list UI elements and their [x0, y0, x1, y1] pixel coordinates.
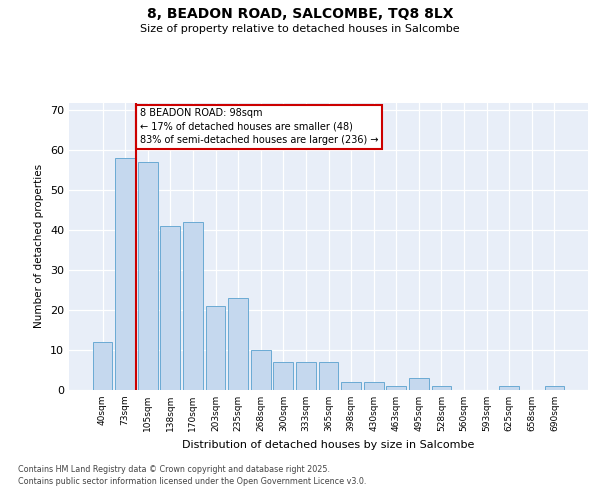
Text: Contains public sector information licensed under the Open Government Licence v3: Contains public sector information licen… [18, 477, 367, 486]
Text: 8, BEADON ROAD, SALCOMBE, TQ8 8LX: 8, BEADON ROAD, SALCOMBE, TQ8 8LX [147, 8, 453, 22]
Bar [364, 382, 383, 390]
Bar [251, 350, 271, 390]
Bar [296, 362, 316, 390]
Bar [206, 306, 226, 390]
Bar [274, 362, 293, 390]
Text: Contains HM Land Registry data © Crown copyright and database right 2025.: Contains HM Land Registry data © Crown c… [18, 466, 330, 474]
Bar [409, 378, 429, 390]
Bar [499, 386, 519, 390]
Y-axis label: Number of detached properties: Number of detached properties [34, 164, 44, 328]
Bar [341, 382, 361, 390]
Bar [228, 298, 248, 390]
Bar [183, 222, 203, 390]
Bar [386, 386, 406, 390]
Bar [545, 386, 565, 390]
Bar [138, 162, 158, 390]
Bar [115, 158, 135, 390]
Bar [319, 362, 338, 390]
Text: 8 BEADON ROAD: 98sqm
← 17% of detached houses are smaller (48)
83% of semi-detac: 8 BEADON ROAD: 98sqm ← 17% of detached h… [140, 108, 379, 145]
Bar [92, 342, 112, 390]
Bar [431, 386, 451, 390]
Text: Size of property relative to detached houses in Salcombe: Size of property relative to detached ho… [140, 24, 460, 34]
X-axis label: Distribution of detached houses by size in Salcombe: Distribution of detached houses by size … [182, 440, 475, 450]
Bar [160, 226, 180, 390]
